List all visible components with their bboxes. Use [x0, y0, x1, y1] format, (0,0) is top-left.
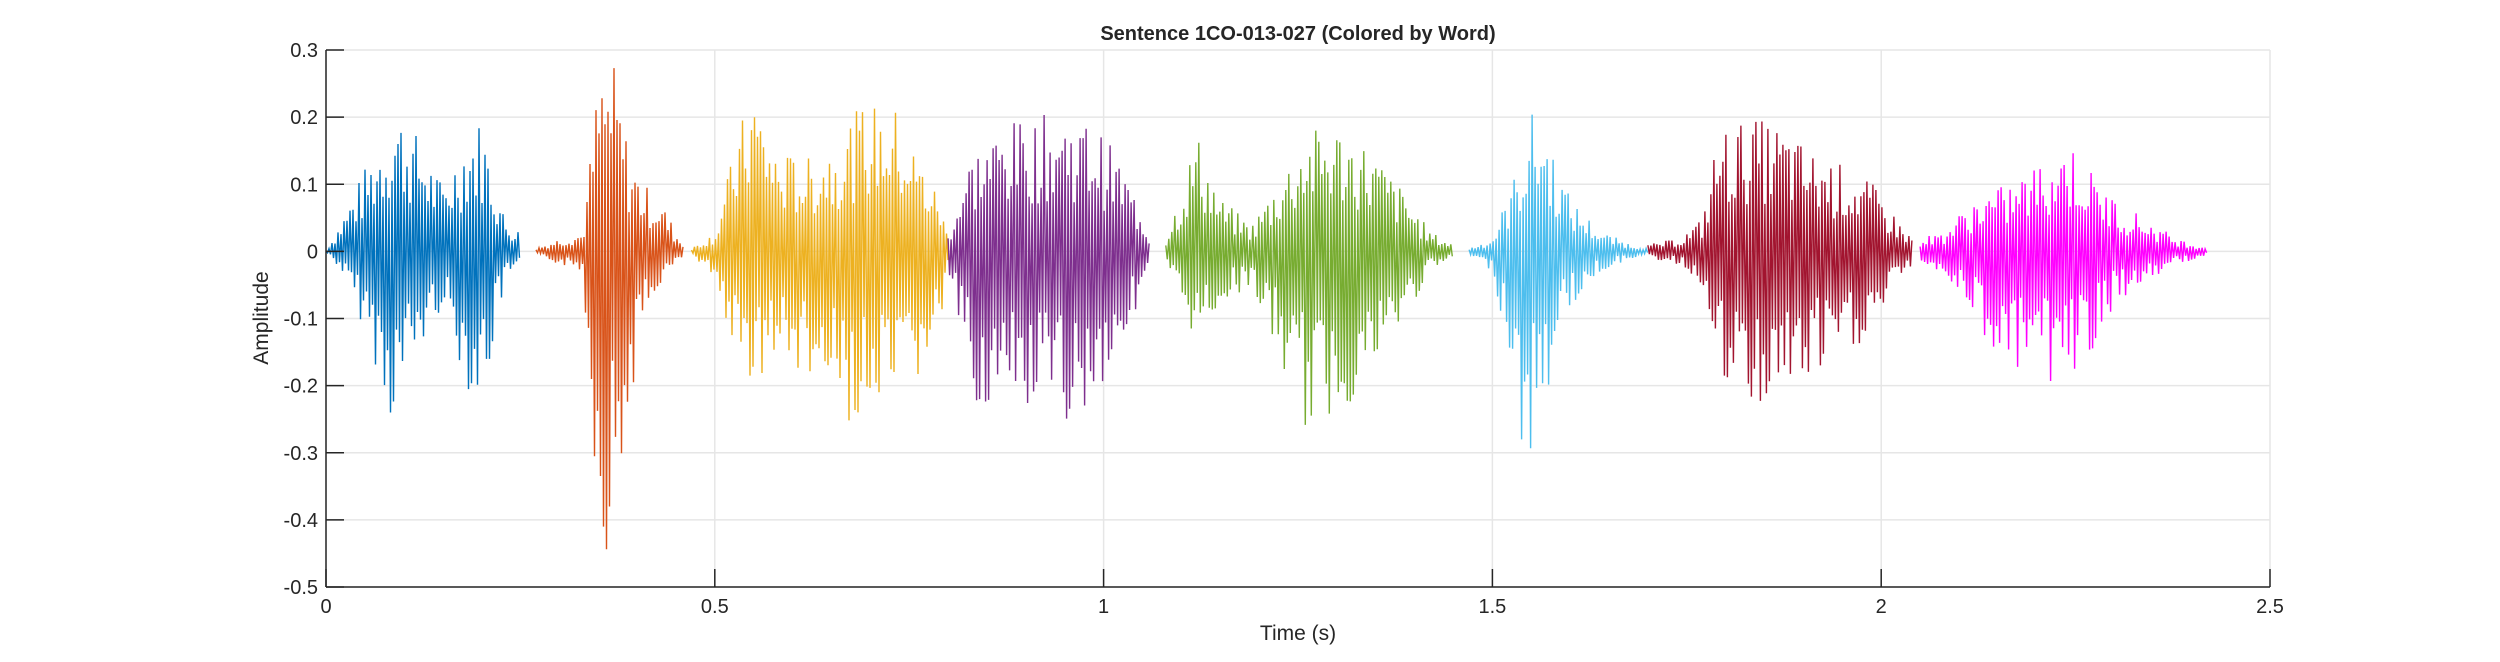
y-ticks: 0.3 0.2 0.1 0 -0.1 -0.2 -0.3 -0.4 -0.5	[284, 40, 344, 599]
waveform-series	[325, 68, 2208, 550]
y-tick-label: 0.1	[290, 174, 318, 196]
series-line-3	[690, 108, 949, 421]
x-tick-label: 0.5	[701, 596, 729, 618]
y-tick-label: -0.4	[284, 510, 318, 532]
series-line-4	[947, 114, 1150, 419]
x-tick-label: 2	[1876, 596, 1887, 618]
y-tick-label: 0.2	[290, 107, 318, 129]
series-line-6	[1468, 114, 1649, 449]
y-tick-label: -0.5	[284, 577, 318, 599]
x-ticks: 0 0.5 1 1.5 2 2.5	[320, 569, 2284, 618]
chart-title: Sentence 1CO-013-027 (Colored by Word)	[1100, 23, 1495, 45]
y-tick-label: -0.2	[284, 376, 318, 398]
y-tick-label: -0.3	[284, 443, 318, 465]
series-line-7	[1647, 121, 1913, 401]
series-line-8	[1919, 153, 2208, 382]
x-tick-label: 1	[1098, 596, 1109, 618]
y-axis-label: Amplitude	[250, 271, 273, 364]
series-line-2	[535, 68, 684, 550]
y-tick-label: -0.1	[284, 309, 318, 331]
x-tick-label: 2.5	[2256, 596, 2284, 618]
x-axis-label: Time (s)	[1260, 622, 1336, 645]
series-line-5	[1165, 130, 1453, 425]
y-tick-label: 0.3	[290, 40, 318, 62]
y-tick-label: 0	[307, 241, 318, 263]
x-tick-label: 1.5	[1478, 596, 1506, 618]
series-line-1	[325, 128, 521, 413]
x-tick-label: 0	[320, 596, 331, 618]
